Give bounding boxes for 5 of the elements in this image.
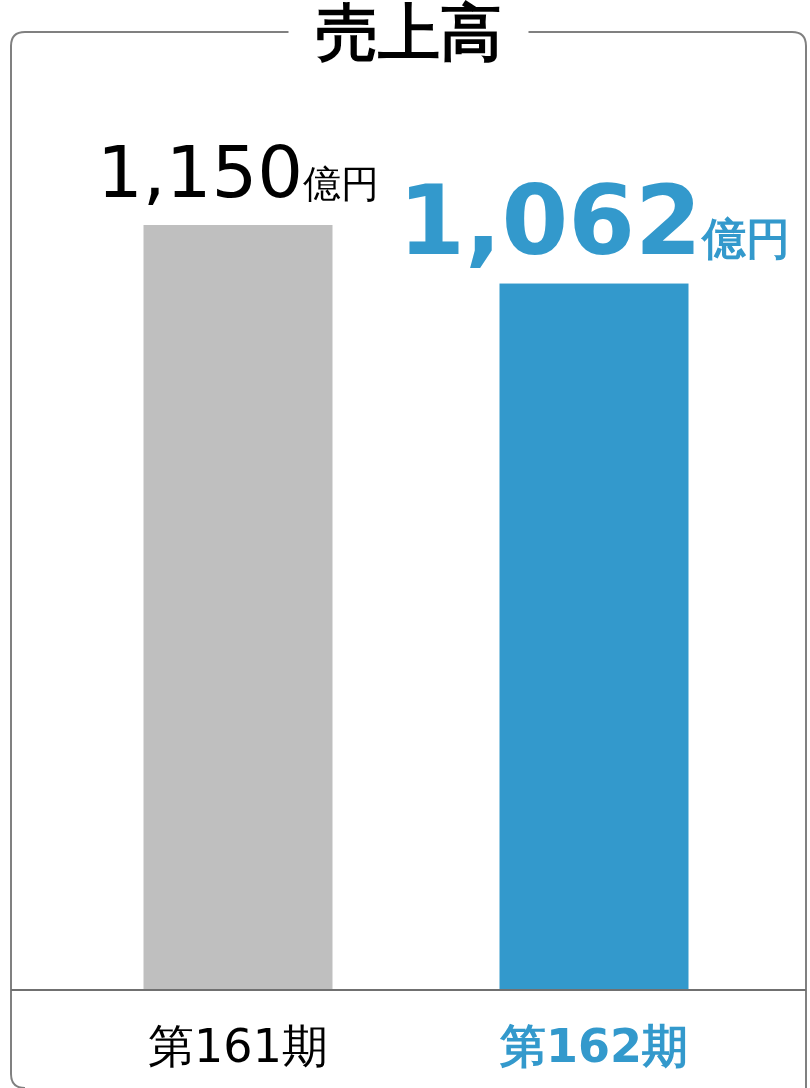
chart-title: 売上高 bbox=[315, 0, 502, 69]
x-tick-label: 第162期 bbox=[498, 1019, 689, 1073]
x-tick-label: 第161期 bbox=[148, 1019, 328, 1073]
data-label: 1,062億円 bbox=[398, 164, 790, 277]
data-label: 1,150億円 bbox=[96, 130, 380, 214]
